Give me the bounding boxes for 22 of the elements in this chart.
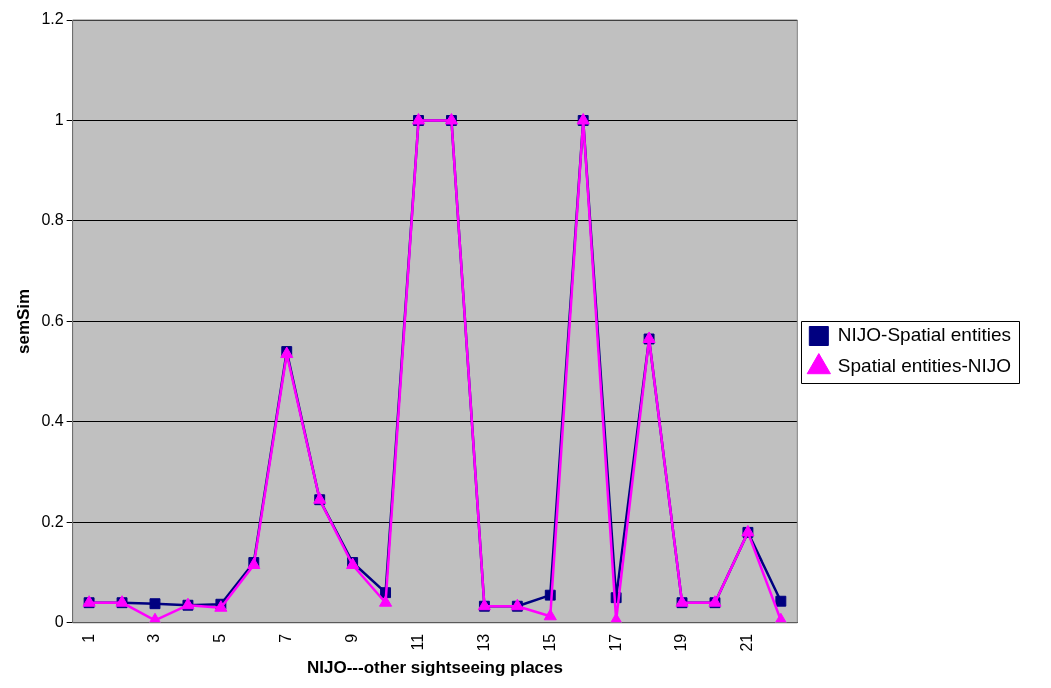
x-tick-label: 21 (738, 633, 756, 652)
x-tick-label: 13 (474, 633, 492, 652)
y-tick-label: 0.6 (41, 311, 64, 329)
y-tick-label: 0 (54, 613, 64, 631)
y-tick-label: 1.2 (41, 10, 64, 28)
y-axis-title: semSim (13, 288, 33, 354)
legend-label: NIJO-Spatial entities (837, 324, 1012, 346)
x-tick-label: 3 (145, 633, 163, 643)
y-tick-label: 1 (54, 110, 64, 128)
y-tick-label: 0.4 (41, 412, 64, 430)
x-tick-label: 5 (211, 633, 229, 643)
x-tick-label: 1 (79, 633, 97, 643)
x-tick-label: 7 (277, 633, 295, 643)
x-tick-label: 19 (672, 633, 690, 652)
x-tick-label: 17 (606, 633, 624, 652)
legend-label: Spatial entities-NIJO (837, 355, 1012, 377)
y-tick-label: 0.8 (41, 211, 64, 229)
x-axis-title: NIJO---other sightseeing places (306, 658, 563, 678)
x-tick-label: 9 (343, 633, 361, 643)
x-tick-label: 15 (540, 633, 558, 652)
x-tick-label: 11 (408, 633, 426, 651)
y-tick-label: 0.2 (41, 512, 64, 530)
